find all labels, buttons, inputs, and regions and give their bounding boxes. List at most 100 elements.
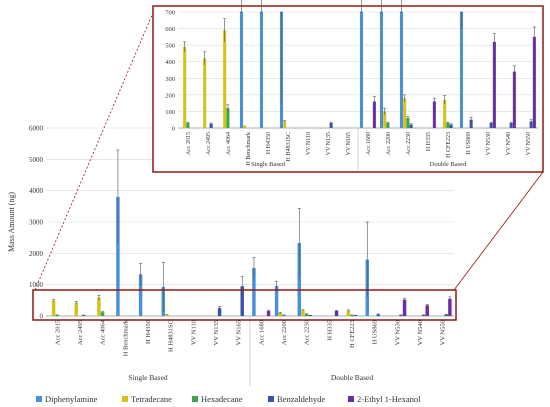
main-bar bbox=[304, 314, 309, 316]
inset-bar bbox=[529, 121, 533, 128]
inset-bar bbox=[223, 30, 227, 129]
inset-x-tick-label: H H4350 bbox=[266, 132, 272, 154]
inset-bar bbox=[512, 71, 516, 128]
main-bar bbox=[138, 274, 143, 316]
main-bar bbox=[282, 315, 286, 316]
inset-x-tick-label: H CFE223 bbox=[446, 132, 452, 158]
main-bar bbox=[252, 268, 256, 316]
main-bar bbox=[448, 298, 452, 316]
inset-group-labels: Single Based Double Based bbox=[251, 128, 467, 170]
legend-swatch bbox=[122, 396, 128, 402]
main-x-tick-label: VV N540 bbox=[417, 320, 424, 345]
main-bar bbox=[353, 315, 358, 316]
inset-bar bbox=[469, 119, 473, 128]
inset-x-tick-label: Acc 2200 bbox=[386, 132, 392, 155]
legend: Diphenylamine Tetradecane Hexadecane Benzal… bbox=[36, 394, 421, 404]
inset-x-tick-label: VV N165 bbox=[346, 132, 352, 155]
inset-bar bbox=[492, 41, 496, 129]
main-y-tick-label: 3000 bbox=[29, 219, 44, 227]
inset-x-tick-label: H H4831SC bbox=[286, 132, 292, 162]
legend-label: Hexadecane bbox=[201, 394, 243, 404]
inset-bar bbox=[532, 36, 536, 128]
main-x-tick-label: VV N110 bbox=[190, 320, 197, 345]
inset-bar bbox=[239, 12, 243, 128]
main-bar bbox=[116, 196, 120, 316]
zoom-connectors bbox=[34, 7, 544, 291]
inset-bar bbox=[406, 118, 410, 128]
main-bar bbox=[346, 310, 350, 316]
main-y-axis-label: Mass Amount (ng) bbox=[7, 192, 16, 252]
main-bar bbox=[97, 297, 101, 316]
main-x-tick-label: Acc 4064 bbox=[100, 319, 107, 345]
inset-bar bbox=[383, 111, 387, 128]
legend-swatch bbox=[36, 396, 42, 402]
legend-label: 2-Ethyl 1-Hexanol bbox=[357, 394, 421, 404]
inset-bar bbox=[329, 123, 333, 128]
legend-label: Diphenylamine bbox=[45, 394, 98, 404]
main-x-tick-label: VV N165 bbox=[236, 320, 243, 345]
inset-y-tick-label: 0 bbox=[172, 126, 175, 133]
inset-bar bbox=[509, 123, 513, 128]
main-bar bbox=[402, 299, 407, 316]
main-bar bbox=[308, 315, 312, 316]
inset-bars bbox=[183, 0, 536, 129]
inset-bar bbox=[386, 123, 390, 128]
inset-x-axis: Acc 2015 Acc 2495 Acc 4064 H Benchmark H H43… bbox=[186, 132, 532, 166]
main-bar bbox=[165, 314, 169, 316]
inset-bar bbox=[443, 99, 447, 128]
inset-bar bbox=[379, 12, 383, 128]
main-x-tick-label: H US869 bbox=[372, 320, 379, 344]
inset-bar bbox=[403, 98, 407, 128]
main-bar bbox=[266, 310, 271, 316]
main-bar bbox=[74, 302, 78, 316]
inset-x-tick-label: Acc 2495 bbox=[206, 132, 212, 155]
inset-x-tick-label: VV N135 bbox=[326, 132, 332, 155]
inset-bar bbox=[446, 123, 450, 128]
legend-label: Tetradecane bbox=[131, 394, 172, 404]
main-x-tick-label: VV N530 bbox=[394, 320, 401, 345]
main-x-tick-label: VV N550 bbox=[440, 320, 447, 345]
legend-swatch bbox=[268, 396, 274, 402]
highlight-box bbox=[32, 289, 457, 321]
main-bar bbox=[278, 312, 282, 316]
main-y-tick-label: 2000 bbox=[29, 250, 44, 258]
inset-x-tick-label: H US869 bbox=[466, 132, 472, 155]
legend-swatch bbox=[348, 396, 354, 402]
main-x-axis: Acc 2015 Acc 2495 Acc 4064 H Benchmark H H43… bbox=[54, 319, 446, 356]
inset-y-tick-label: 200 bbox=[165, 92, 175, 99]
inset-frame bbox=[152, 5, 544, 173]
inset-y-tick-label: 300 bbox=[165, 76, 175, 83]
main-bar bbox=[81, 315, 86, 316]
main-bar bbox=[217, 308, 222, 316]
main-bar bbox=[301, 310, 305, 316]
inset-bar bbox=[243, 125, 247, 128]
inset-x-tick-label: VV N110 bbox=[306, 132, 312, 155]
inset-x-tick-label: H H335 bbox=[426, 132, 432, 151]
inset-x-tick-label: Acc 2230 bbox=[406, 132, 412, 155]
main-x-tick-label: VV N135 bbox=[213, 320, 220, 345]
inset-y-tick-label: 100 bbox=[165, 109, 175, 116]
main-x-tick-label: Acc 2015 bbox=[54, 320, 61, 345]
main-bar bbox=[274, 285, 279, 316]
main-y-tick-label: 5000 bbox=[29, 156, 44, 164]
main-y-axis: 0 1000 2000 3000 4000 5000 6000 bbox=[29, 125, 44, 321]
inset-bar bbox=[186, 123, 190, 128]
legend-label: Benzaldehyde bbox=[277, 394, 325, 404]
main-group-label: Double Based bbox=[331, 373, 374, 382]
inset-bar bbox=[259, 12, 263, 128]
main-bars bbox=[51, 149, 452, 316]
main-x-tick-label: Acc 1680 bbox=[258, 320, 265, 345]
main-y-tick-label: 0 bbox=[40, 313, 44, 321]
inset-bar bbox=[432, 101, 436, 128]
main-x-tick-label: Acc 2230 bbox=[304, 320, 311, 345]
inset-x-tick-label: Acc 2015 bbox=[186, 132, 192, 155]
inset-bar bbox=[359, 12, 363, 128]
main-bar bbox=[51, 300, 56, 316]
main-x-tick-label: H H4831SC bbox=[168, 320, 175, 352]
main-x-tick-label: Acc 2200 bbox=[281, 320, 288, 345]
main-x-tick-label: H Benchmark bbox=[122, 319, 129, 356]
main-bar bbox=[425, 305, 429, 316]
inset-y-tick-label: 400 bbox=[165, 59, 175, 66]
